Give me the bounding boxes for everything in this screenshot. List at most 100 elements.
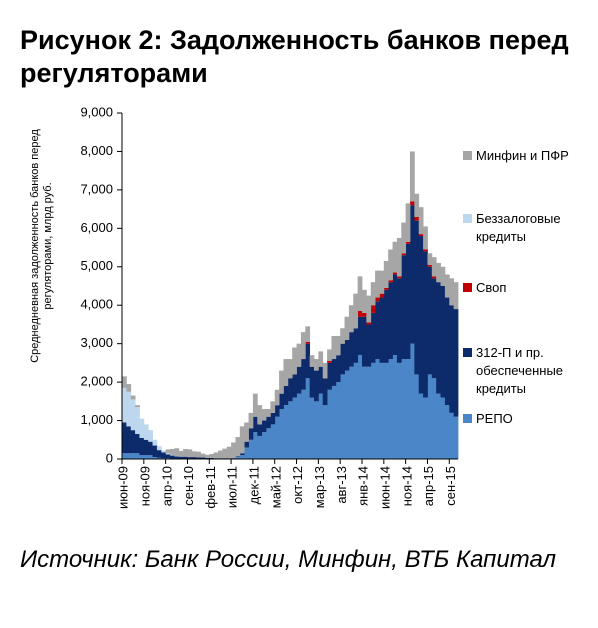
area-segment xyxy=(388,359,393,459)
legend-item: Своп xyxy=(463,279,593,297)
area-segment xyxy=(305,341,311,344)
area-segment xyxy=(322,362,328,379)
area-segment xyxy=(401,253,407,256)
legend-swatch xyxy=(463,214,472,223)
area-segment xyxy=(165,449,171,454)
area-segment xyxy=(318,393,324,459)
area-segment xyxy=(135,407,140,435)
area-segment xyxy=(174,456,180,459)
area-segment xyxy=(335,382,341,459)
area-segment xyxy=(122,453,127,459)
area-segment xyxy=(383,289,389,363)
area-segment xyxy=(396,362,402,459)
area-segment xyxy=(344,316,350,340)
y-tick-label: 2,000 xyxy=(80,374,113,389)
area-segment xyxy=(418,207,424,235)
area-segment xyxy=(414,216,420,221)
area-segment xyxy=(322,378,328,406)
area-segment xyxy=(318,351,324,367)
area-segment xyxy=(287,401,293,459)
area-segment xyxy=(396,278,402,363)
area-segment xyxy=(401,359,407,459)
area-segment xyxy=(283,405,289,459)
area-segment xyxy=(410,201,415,206)
area-segment xyxy=(279,370,284,394)
area-segment xyxy=(296,343,302,367)
area-segment xyxy=(431,276,437,279)
legend-label: Беззалоговые кредиты xyxy=(476,211,561,244)
x-tick-label: ноя-09 xyxy=(137,466,152,506)
area-segment xyxy=(305,326,311,342)
legend-item: Минфин и ПФР xyxy=(463,147,593,165)
area-segment xyxy=(375,359,380,459)
y-axis-label: Среднедневная задолженность банков перед xyxy=(29,129,41,363)
area-segment xyxy=(348,366,354,459)
area-segment xyxy=(340,343,345,375)
area-segment xyxy=(396,276,402,279)
area-segment xyxy=(401,222,407,254)
area-segment xyxy=(449,305,455,413)
area-segment xyxy=(257,424,263,436)
area-segment xyxy=(244,441,249,448)
area-segment xyxy=(126,391,132,427)
x-tick-label: июл-11 xyxy=(225,466,240,508)
x-tick-label: июн-09 xyxy=(116,466,131,509)
area-segment xyxy=(248,439,254,459)
area-segment xyxy=(449,278,455,306)
area-segment xyxy=(130,399,136,431)
area-segment xyxy=(362,366,367,459)
area-segment xyxy=(152,439,158,446)
area-segment xyxy=(231,442,236,458)
area-segment xyxy=(440,266,446,286)
area-segment xyxy=(357,355,363,459)
area-segment xyxy=(375,301,380,360)
area-segment xyxy=(327,349,332,361)
area-segment xyxy=(436,282,441,394)
area-segment xyxy=(135,453,140,459)
legend-label: Своп xyxy=(476,280,507,295)
x-tick-label: ноя-14 xyxy=(399,466,414,506)
area-segment xyxy=(396,237,402,277)
legend-item: Беззалоговые кредиты xyxy=(463,210,593,246)
area-segment xyxy=(292,397,297,459)
legend-swatch xyxy=(463,414,472,423)
legend-swatch xyxy=(463,151,472,160)
legend-label: РЕПО xyxy=(476,411,513,426)
area-segment xyxy=(370,312,376,363)
area-segment xyxy=(444,274,450,298)
area-segment xyxy=(375,297,380,302)
area-segment xyxy=(126,426,132,454)
area-segment xyxy=(200,453,206,458)
area-segment xyxy=(178,450,184,457)
legend-label: 312-П и пр. обеспеченные кредиты xyxy=(476,345,564,396)
area-segment xyxy=(248,428,254,440)
area-segment xyxy=(283,359,289,386)
area-segment xyxy=(410,343,415,459)
legend-item: 312-П и пр. обеспеченные кредиты xyxy=(463,344,593,398)
area-segment xyxy=(357,310,363,317)
area-segment xyxy=(444,297,450,406)
area-segment xyxy=(148,441,153,456)
area-segment xyxy=(266,428,271,459)
area-segment xyxy=(388,280,393,283)
area-segment xyxy=(427,266,433,375)
area-segment xyxy=(139,418,145,438)
area-segment xyxy=(318,366,324,394)
area-segment xyxy=(449,412,455,459)
area-segment xyxy=(405,359,411,459)
area-segment xyxy=(130,430,136,454)
area-segment xyxy=(344,370,350,459)
area-segment xyxy=(331,385,337,459)
area-segment xyxy=(152,457,158,459)
legend-swatch xyxy=(463,348,472,357)
area-segment xyxy=(209,454,215,458)
area-segment xyxy=(270,412,276,425)
area-segment xyxy=(309,397,315,459)
area-segment xyxy=(248,412,254,429)
area-segment xyxy=(362,312,367,317)
x-tick-label: май-12 xyxy=(268,466,283,508)
x-tick-label: авг-13 xyxy=(334,466,349,504)
area-segment xyxy=(300,332,306,360)
area-segment xyxy=(410,205,415,344)
area-segment xyxy=(143,424,149,440)
